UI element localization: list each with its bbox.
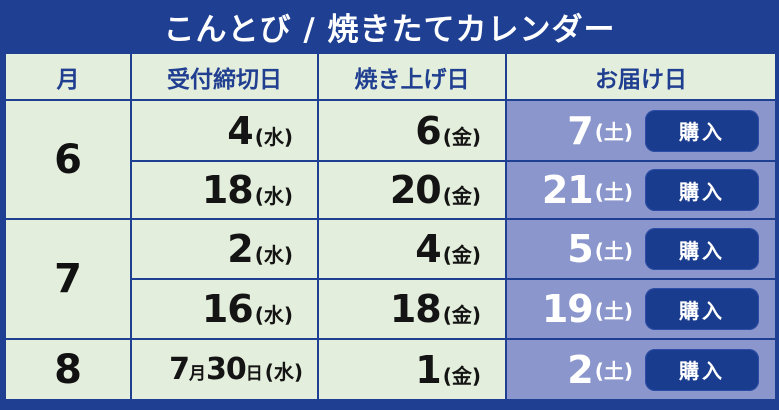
delivery-cell: 2 (土) 購入 [505, 338, 777, 401]
deadline-dow: (水) [254, 303, 293, 327]
delivery-dow: (土) [594, 179, 633, 204]
delivery-dow: (土) [594, 298, 633, 323]
deadline-day: 4 [227, 108, 253, 153]
delivery-cell: 19 (土) 購入 [505, 278, 777, 340]
delivery-date: 21 (土) [542, 162, 633, 218]
buy-button[interactable]: 購入 [645, 348, 759, 391]
deadline-dow: (水) [264, 360, 303, 384]
buy-button[interactable]: 購入 [645, 228, 759, 270]
delivery-dow: (土) [594, 120, 633, 144]
deadline-cell: 4 (水) [130, 99, 319, 162]
buy-button[interactable]: 購入 [645, 288, 759, 330]
header-delivery: お届け日 [505, 52, 777, 101]
delivery-date: 7 (土) [567, 101, 633, 160]
table-row: 18 (水) 20 (金) 21 (土) 購入 [5, 160, 777, 220]
header-baking: 焼き上げ日 [317, 52, 507, 101]
deadline-dow: (水) [254, 243, 293, 267]
baking-dow: (金) [442, 124, 481, 149]
delivery-cell: 7 (土) 購入 [505, 99, 777, 162]
deadline-cell: 2 (水) [130, 218, 319, 280]
table-row: 6 4 (水) 6 (金) 7 (土) 購入 [4, 99, 777, 220]
table-row: 8 7月30日 (水) 1 (金) 2 (土) 購入 [4, 338, 777, 401]
deadline-dow: (水) [254, 124, 293, 149]
deadline-dow: (水) [254, 184, 293, 208]
deadline-day: 2 [227, 227, 253, 271]
deadline-cell: 18 (水) [130, 160, 319, 220]
delivery-dow: (土) [594, 238, 633, 263]
baking-day: 18 [389, 287, 442, 331]
delivery-date: 5 (土) [567, 220, 633, 278]
baking-calendar-table: 月 受付締切日 焼き上げ日 お届け日 6 4 (水) 6 (金) 7 (土) [4, 52, 777, 401]
header-deadline: 受付締切日 [130, 52, 319, 101]
deadline-cell: 7月30日 (水) [130, 338, 319, 401]
delivery-date: 19 (土) [542, 280, 633, 338]
buy-button[interactable]: 購入 [645, 169, 759, 211]
delivery-day: 2 [567, 347, 593, 392]
delivery-day: 19 [541, 287, 594, 331]
deadline-month: 7 [169, 352, 190, 387]
header-month: 月 [4, 52, 132, 101]
deadline-cell: 16 (水) [130, 278, 319, 340]
delivery-dow: (土) [594, 359, 633, 383]
baking-cell: 20 (金) [317, 160, 507, 220]
baking-cell: 1 (金) [317, 338, 507, 401]
baking-dow: (金) [442, 243, 481, 267]
delivery-day: 5 [567, 227, 593, 271]
baking-cell: 6 (金) [317, 99, 507, 162]
deadline-month-unit: 月 [188, 364, 206, 384]
month-cell: 6 [4, 99, 132, 220]
deadline-day-unit: 日 [245, 364, 263, 384]
table-row: 7 2 (水) 4 (金) 5 (土) 購入 [4, 218, 777, 340]
calendar-title: こんとび / 焼きたてカレンダー [163, 11, 616, 48]
deadline-day: 18 [201, 168, 254, 212]
baking-cell: 18 (金) [317, 278, 507, 340]
baking-dow: (金) [442, 363, 481, 388]
baking-dow: (金) [442, 184, 481, 208]
delivery-cell: 21 (土) 購入 [505, 160, 777, 220]
delivery-day: 21 [541, 168, 594, 212]
month-cell: 7 [4, 218, 132, 340]
delivery-cell: 5 (土) 購入 [505, 218, 777, 280]
baking-day: 6 [415, 108, 441, 153]
deadline-day: 16 [201, 287, 254, 331]
baking-dow: (金) [442, 303, 481, 327]
baking-day: 4 [415, 227, 441, 271]
baking-day: 1 [415, 347, 441, 392]
buy-button[interactable]: 購入 [645, 109, 759, 152]
baking-cell: 4 (金) [317, 218, 507, 280]
table-row: 16 (水) 18 (金) 19 (土) 購入 [5, 278, 777, 340]
delivery-day: 7 [567, 108, 593, 153]
deadline-day: 30 [205, 352, 247, 387]
delivery-date: 2 (土) [567, 340, 633, 399]
header-row: 月 受付締切日 焼き上げ日 お届け日 [4, 52, 777, 101]
month-cell: 8 [4, 338, 132, 401]
baking-day: 20 [389, 168, 442, 212]
